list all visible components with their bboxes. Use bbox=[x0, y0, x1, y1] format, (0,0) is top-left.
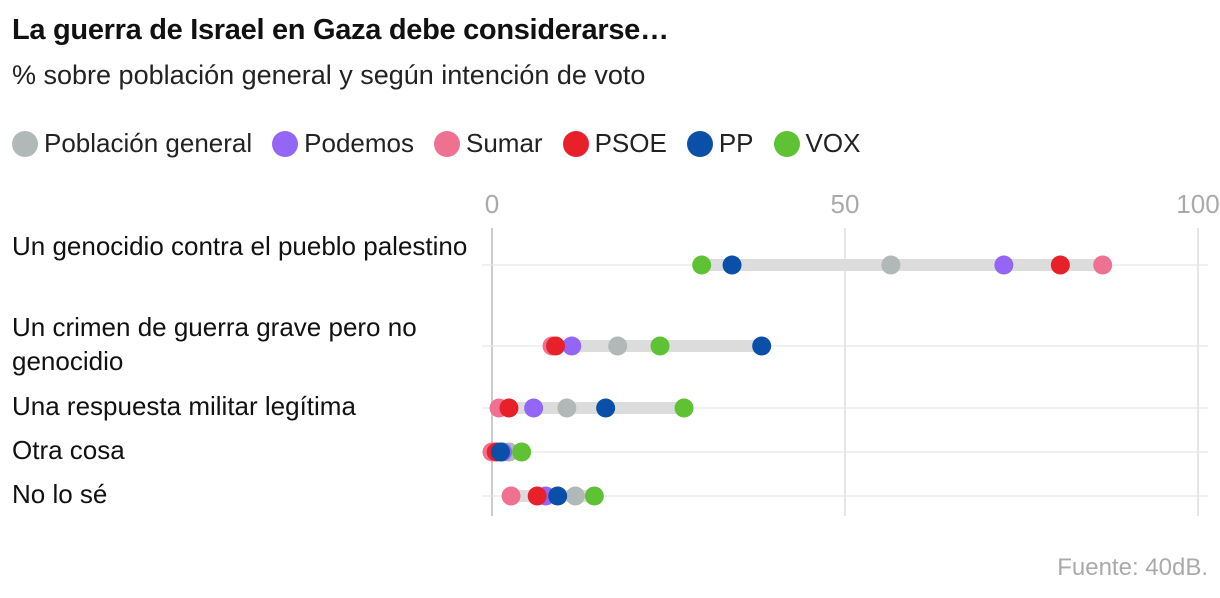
data-point bbox=[557, 398, 577, 418]
chart-subtitle: % sobre población general y según intenc… bbox=[12, 60, 646, 90]
data-point bbox=[490, 442, 510, 462]
data-point bbox=[584, 486, 604, 506]
data-point bbox=[512, 442, 532, 462]
row-label: Una respuesta militar legítima bbox=[12, 391, 356, 421]
data-point bbox=[501, 486, 521, 506]
legend-label: Sumar bbox=[466, 128, 543, 158]
data-point bbox=[524, 398, 544, 418]
data-point bbox=[674, 398, 694, 418]
data-point bbox=[994, 255, 1014, 275]
source-note: Fuente: 40dB. bbox=[1057, 554, 1208, 581]
data-point bbox=[565, 486, 585, 506]
row-label: Un genocidio contra el pueblo palestino bbox=[12, 231, 468, 261]
legend-label: PP bbox=[718, 128, 754, 158]
legend-label: VOX bbox=[805, 128, 861, 158]
legend-swatch bbox=[12, 130, 38, 157]
legend-label: PSOE bbox=[594, 128, 667, 158]
data-point bbox=[1093, 255, 1113, 275]
legend-item: Población general bbox=[12, 128, 252, 159]
data-point bbox=[608, 336, 628, 356]
legend-item: VOX bbox=[773, 128, 861, 159]
legend-item: PSOE bbox=[562, 128, 667, 159]
legend-label: Población general bbox=[44, 128, 253, 158]
legend-label: Podemos bbox=[304, 128, 414, 158]
data-point bbox=[546, 336, 566, 356]
legend: Población general Podemos Sumar PSOE PP VOX bbox=[12, 128, 880, 159]
data-point bbox=[596, 398, 616, 418]
data-point bbox=[562, 336, 582, 356]
data-point bbox=[881, 255, 901, 275]
data-point bbox=[752, 336, 772, 356]
data-point bbox=[1050, 255, 1070, 275]
row-label: No lo sé bbox=[12, 479, 108, 509]
data-point bbox=[692, 255, 712, 275]
data-point bbox=[548, 486, 568, 506]
chart-title: La guerra de Israel en Gaza debe conside… bbox=[12, 14, 669, 46]
x-tick-label: 100 bbox=[1176, 189, 1219, 219]
legend-swatch bbox=[562, 130, 589, 157]
legend-swatch bbox=[773, 130, 800, 157]
data-point bbox=[722, 255, 742, 275]
legend-swatch bbox=[272, 130, 299, 157]
legend-item: PP bbox=[686, 128, 754, 159]
data-point bbox=[499, 398, 519, 418]
row-label: Un crimen de guerra grave pero no genoci… bbox=[12, 312, 417, 376]
x-tick-label: 0 bbox=[485, 189, 499, 219]
data-point bbox=[650, 336, 670, 356]
legend-item: Sumar bbox=[434, 128, 543, 159]
legend-swatch bbox=[686, 130, 713, 157]
legend-item: Podemos bbox=[272, 128, 414, 159]
data-point bbox=[527, 486, 547, 506]
x-tick-label: 50 bbox=[831, 189, 860, 219]
row-label: Otra cosa bbox=[12, 435, 125, 465]
legend-swatch bbox=[434, 130, 460, 157]
